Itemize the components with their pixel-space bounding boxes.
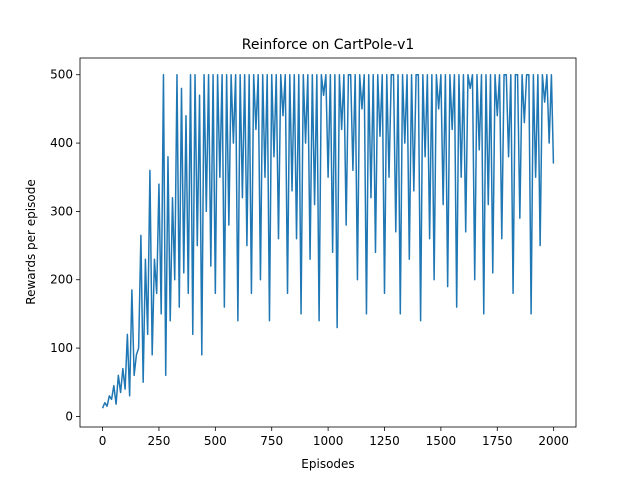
y-tick-label: 300 bbox=[50, 204, 73, 218]
y-tick-label: 0 bbox=[65, 409, 73, 423]
x-tick-label: 750 bbox=[260, 434, 283, 448]
x-tick-label: 2000 bbox=[538, 434, 569, 448]
x-tick-label: 1000 bbox=[313, 434, 344, 448]
y-tick-label: 400 bbox=[50, 136, 73, 150]
x-tick-label: 1500 bbox=[426, 434, 457, 448]
x-axis-label: Episodes bbox=[301, 457, 354, 471]
y-tick-label: 200 bbox=[50, 273, 73, 287]
chart-title: Reinforce on CartPole-v1 bbox=[242, 37, 415, 53]
x-tick-label: 250 bbox=[147, 434, 170, 448]
x-tick-label: 0 bbox=[99, 434, 107, 448]
x-tick-label: 1250 bbox=[369, 434, 400, 448]
axes-frame bbox=[79, 57, 577, 428]
x-tick-label: 500 bbox=[204, 434, 227, 448]
y-tick-label: 500 bbox=[50, 68, 73, 82]
y-axis-label: Rewards per episode bbox=[24, 179, 38, 304]
data-line bbox=[101, 73, 555, 409]
y-tick-label: 100 bbox=[50, 341, 73, 355]
x-tick-label: 1750 bbox=[482, 434, 513, 448]
